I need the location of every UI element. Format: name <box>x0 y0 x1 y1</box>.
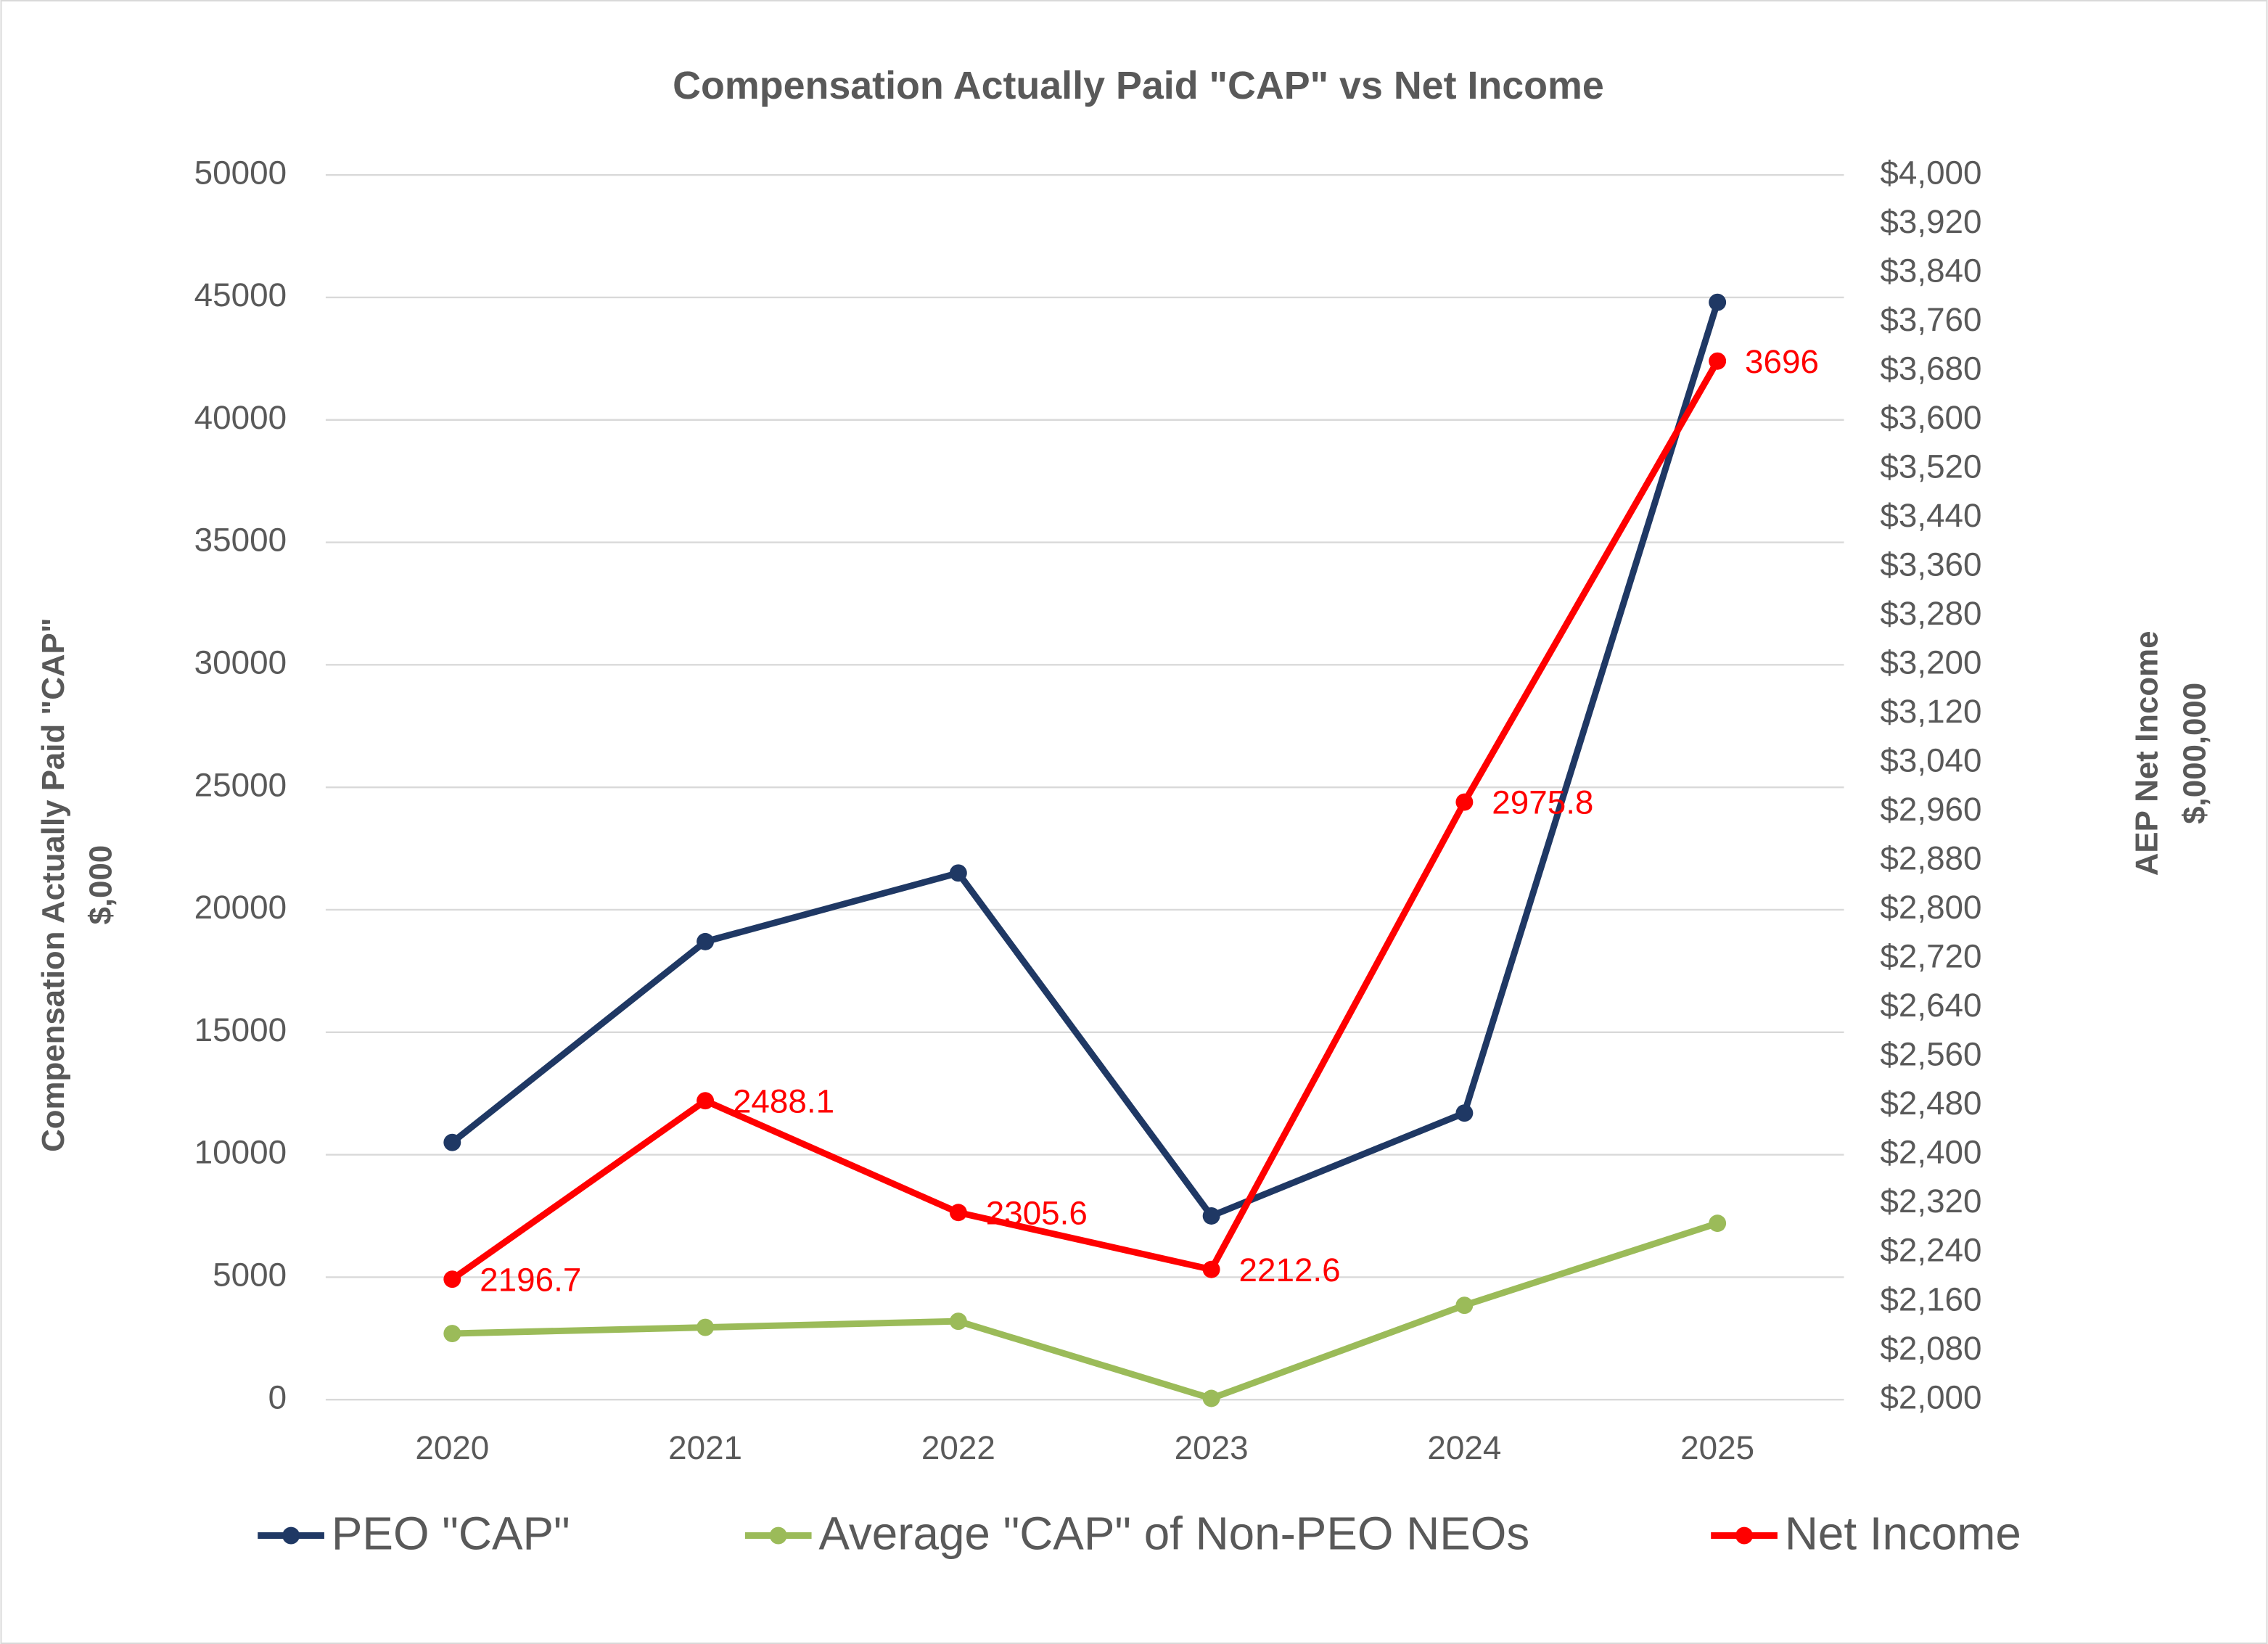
y-tick-label: 45000 <box>194 276 287 313</box>
series-line <box>450 359 1721 1282</box>
y-axis-title: $,000 <box>83 845 119 925</box>
y-tick-label: 20000 <box>194 889 287 926</box>
y2-axis-title: AEP Net Income <box>2129 630 2165 876</box>
y2-tick-label: $3,120 <box>1880 693 1981 730</box>
y2-tick-label: $2,000 <box>1880 1378 1981 1415</box>
y-tick-label: 0 <box>268 1378 287 1415</box>
y2-tick-label: $2,080 <box>1880 1330 1981 1367</box>
data-point <box>443 1325 461 1342</box>
y2-tick-label: $3,280 <box>1880 595 1981 632</box>
legend-label: Net Income <box>1785 1507 2021 1559</box>
y2-tick-label: $3,600 <box>1880 399 1981 436</box>
y2-tick-label: $3,440 <box>1880 497 1981 534</box>
x-tick-label: 2020 <box>415 1429 489 1466</box>
x-tick-label: 2022 <box>921 1429 995 1466</box>
data-point <box>949 1312 967 1331</box>
data-point <box>1202 1389 1220 1407</box>
data-point <box>1202 1207 1220 1225</box>
data-point <box>1709 293 1727 311</box>
data-point <box>1455 1296 1474 1315</box>
y-tick-label: 5000 <box>213 1256 287 1293</box>
data-label: 2975.8 <box>1492 784 1593 821</box>
y2-tick-label: $2,320 <box>1880 1183 1981 1220</box>
y2-tick-label: $2,720 <box>1880 938 1981 975</box>
data-point <box>697 932 715 950</box>
chart-title: Compensation Actually Paid "CAP" vs Net … <box>673 64 1604 107</box>
y2-tick-label: $2,160 <box>1880 1281 1981 1318</box>
data-label: 3696 <box>1745 343 1819 380</box>
data-point <box>1202 1260 1220 1278</box>
legend-marker <box>769 1526 787 1545</box>
data-point <box>697 1092 715 1110</box>
data-point <box>1709 1214 1727 1233</box>
data-point <box>443 1133 461 1151</box>
y-tick-label: 15000 <box>194 1011 287 1048</box>
x-tick-label: 2023 <box>1175 1429 1249 1466</box>
y2-tick-label: $3,920 <box>1880 203 1981 240</box>
y-tick-label: 10000 <box>194 1134 287 1171</box>
y2-tick-label: $3,200 <box>1880 644 1981 681</box>
y-tick-label: 50000 <box>194 154 287 191</box>
series-line <box>450 301 1721 1220</box>
y2-tick-label: $4,000 <box>1880 154 1981 191</box>
y2-tick-label: $2,880 <box>1880 840 1981 877</box>
y2-tick-label: $3,520 <box>1880 448 1981 485</box>
data-point <box>949 1204 967 1222</box>
data-point <box>949 864 967 882</box>
y2-tick-label: $3,760 <box>1880 301 1981 338</box>
y2-tick-label: $2,240 <box>1880 1232 1981 1269</box>
data-point <box>1455 793 1474 811</box>
y2-tick-label: $3,680 <box>1880 350 1981 387</box>
series-line <box>452 1220 1719 1402</box>
legend-marker <box>1735 1526 1753 1545</box>
y2-tick-label: $3,360 <box>1880 546 1981 583</box>
y2-tick-label: $2,960 <box>1880 791 1981 828</box>
data-point <box>1455 1104 1474 1122</box>
y2-tick-label: $2,800 <box>1880 889 1981 926</box>
legend-marker <box>282 1526 300 1545</box>
data-point <box>697 1318 715 1336</box>
y2-axis-title: $,000,000 <box>2177 683 2212 824</box>
y2-tick-label: $2,480 <box>1880 1085 1981 1122</box>
y-tick-label: 30000 <box>194 644 287 681</box>
y2-tick-label: $3,840 <box>1880 252 1981 289</box>
y-tick-label: 35000 <box>194 522 287 559</box>
data-label: 2212.6 <box>1238 1252 1340 1289</box>
data-label: 2305.6 <box>986 1194 1088 1231</box>
x-tick-label: 2021 <box>668 1429 742 1466</box>
data-label: 2196.7 <box>480 1261 581 1298</box>
y2-tick-label: $2,400 <box>1880 1134 1981 1171</box>
data-point <box>443 1270 461 1289</box>
legend-label: Average "CAP" of Non-PEO NEOs <box>819 1507 1530 1559</box>
y-tick-label: 25000 <box>194 766 287 803</box>
y-axis-title: Compensation Actually Paid "CAP" <box>36 617 71 1151</box>
legend-label: PEO "CAP" <box>332 1507 570 1559</box>
y-tick-label: 40000 <box>194 399 287 436</box>
y2-tick-label: $3,040 <box>1880 742 1981 779</box>
x-tick-label: 2024 <box>1427 1429 1501 1466</box>
y2-tick-label: $2,640 <box>1880 987 1981 1024</box>
data-label: 2488.1 <box>733 1082 834 1119</box>
y2-tick-label: $2,560 <box>1880 1036 1981 1073</box>
x-tick-label: 2025 <box>1680 1429 1754 1466</box>
data-point <box>1709 352 1727 370</box>
